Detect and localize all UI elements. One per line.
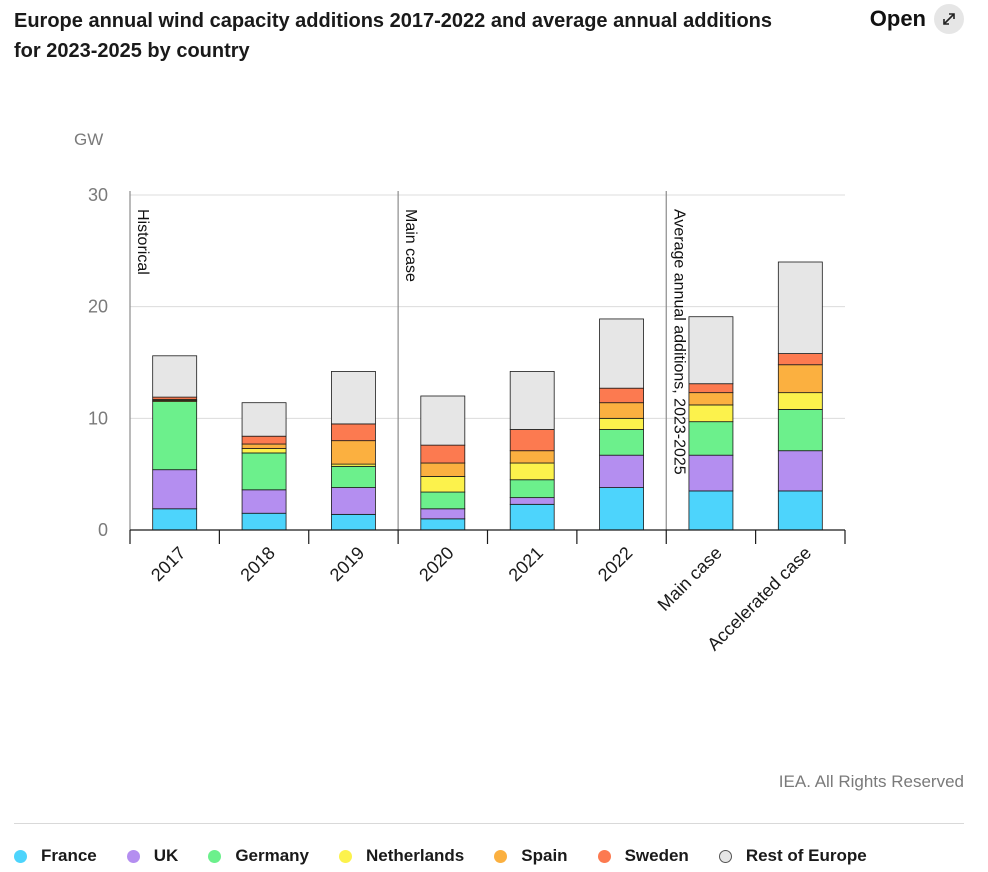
bar-segment[interactable] xyxy=(420,444,466,464)
bar-segment[interactable] xyxy=(688,392,734,406)
y-tick-label: 20 xyxy=(88,297,108,317)
y-axis-label: GW xyxy=(74,130,103,149)
y-tick-label: 10 xyxy=(88,408,108,428)
section-label: Main case xyxy=(402,209,419,282)
legend-swatch xyxy=(126,849,140,863)
bar-segment[interactable] xyxy=(241,489,287,514)
bar-segment[interactable] xyxy=(777,261,823,354)
x-tick-label: 2019 xyxy=(326,543,368,585)
legend-swatch xyxy=(208,849,222,863)
legend-item[interactable]: Germany xyxy=(208,846,309,866)
legend-label: Netherlands xyxy=(366,846,465,865)
bar-segment[interactable] xyxy=(688,490,734,531)
legend-item[interactable]: Spain xyxy=(494,846,568,866)
bar-segment[interactable] xyxy=(241,448,287,454)
x-tick-label: 2020 xyxy=(415,543,457,585)
bar-segment[interactable] xyxy=(152,401,198,471)
bar-segment[interactable] xyxy=(777,364,823,394)
legend-label: Spain xyxy=(521,846,568,865)
bar-segment[interactable] xyxy=(420,462,466,477)
bar-segment[interactable] xyxy=(599,387,644,404)
legend-item[interactable]: France xyxy=(14,846,97,866)
bar-segment[interactable] xyxy=(509,462,555,481)
bar-segment[interactable] xyxy=(509,429,555,452)
legend-item[interactable]: Netherlands xyxy=(339,846,464,866)
bar-segment[interactable] xyxy=(599,402,644,419)
legend-swatch xyxy=(494,849,508,863)
bar-segment[interactable] xyxy=(241,435,287,445)
legend-label: Sweden xyxy=(624,846,689,865)
open-button[interactable]: Open xyxy=(869,6,926,31)
bar-segment[interactable] xyxy=(152,469,198,510)
bar-segment[interactable] xyxy=(420,518,466,531)
expand-arrows-glyph xyxy=(943,13,955,25)
bar-segment[interactable] xyxy=(688,421,734,456)
bar-segment[interactable] xyxy=(509,371,555,430)
bar-segment[interactable] xyxy=(152,508,198,531)
credit-text: IEA. All Rights Reserved xyxy=(778,772,964,791)
bar-segment[interactable] xyxy=(420,475,466,493)
bar-segment[interactable] xyxy=(777,392,823,410)
bar-segment[interactable] xyxy=(331,513,376,531)
bar-segment[interactable] xyxy=(420,508,466,520)
chart-title: Europe annual wind capacity additions 20… xyxy=(14,10,772,62)
bar-segment[interactable] xyxy=(688,454,734,492)
legend-item[interactable]: Sweden xyxy=(597,846,689,866)
y-tick-label: 0 xyxy=(98,520,108,540)
bar-segment[interactable] xyxy=(331,465,376,488)
bar-segment[interactable] xyxy=(777,450,823,492)
bar-segment[interactable] xyxy=(420,491,466,510)
bar-segment[interactable] xyxy=(509,497,555,505)
x-tick-label: 2018 xyxy=(236,543,278,585)
x-tick-label: Main case xyxy=(654,543,726,615)
expand-arrows-icon[interactable] xyxy=(934,4,964,34)
bar-segment[interactable] xyxy=(688,404,734,423)
legend-swatch xyxy=(718,849,732,863)
bar-segment[interactable] xyxy=(241,512,287,531)
bar-segment[interactable] xyxy=(241,443,287,449)
x-tick-label: 2022 xyxy=(594,543,636,585)
legend-label: Germany xyxy=(235,846,310,865)
bar-segment[interactable] xyxy=(599,454,644,488)
section-label: Average annual additions, 2023-2025 xyxy=(670,209,687,475)
stacked-bar-chart: GW 0 10 20 30 Historical Main case Average an… xyxy=(74,130,846,654)
y-tick-label: 30 xyxy=(88,185,108,205)
bar-segment[interactable] xyxy=(331,487,376,515)
bar-segment[interactable] xyxy=(331,440,376,465)
bar-segment[interactable] xyxy=(777,408,823,452)
legend-swatch xyxy=(339,849,353,863)
legend-label: Rest of Europe xyxy=(745,846,867,865)
bar-segment[interactable] xyxy=(152,355,198,398)
bar-segment[interactable] xyxy=(241,452,287,491)
open-control[interactable]: Open xyxy=(870,4,964,34)
bar-segment[interactable] xyxy=(688,383,734,394)
legend-label: UK xyxy=(153,846,179,865)
bar-segment[interactable] xyxy=(509,450,555,464)
bar-segment[interactable] xyxy=(420,395,466,446)
x-tick-label: 2017 xyxy=(147,543,189,585)
bar-segment[interactable] xyxy=(509,503,555,531)
x-tick-label: 2021 xyxy=(505,543,547,585)
chart-legend: France UK Germany Netherlands Spain Sweden Res… xyxy=(14,846,867,866)
legend-item[interactable]: Rest of Europe xyxy=(718,846,867,866)
legend-swatch xyxy=(14,849,27,863)
legend-swatch xyxy=(597,849,611,863)
section-label: Historical xyxy=(134,209,151,275)
bar-segment[interactable] xyxy=(599,487,644,531)
bar-segment[interactable] xyxy=(777,490,823,531)
legend-label: France xyxy=(41,846,97,865)
bar-segment[interactable] xyxy=(599,417,644,430)
bar-segment[interactable] xyxy=(331,423,376,442)
bar-segment[interactable] xyxy=(331,371,376,425)
bar-segment[interactable] xyxy=(688,316,734,385)
legend-divider xyxy=(14,823,964,824)
legend-item[interactable]: UK xyxy=(126,846,179,866)
bar-segment[interactable] xyxy=(777,353,823,366)
bar-segment[interactable] xyxy=(599,429,644,456)
bar-segment[interactable] xyxy=(599,318,644,389)
bar-segment[interactable] xyxy=(509,479,555,499)
bar-segment[interactable] xyxy=(241,402,287,437)
